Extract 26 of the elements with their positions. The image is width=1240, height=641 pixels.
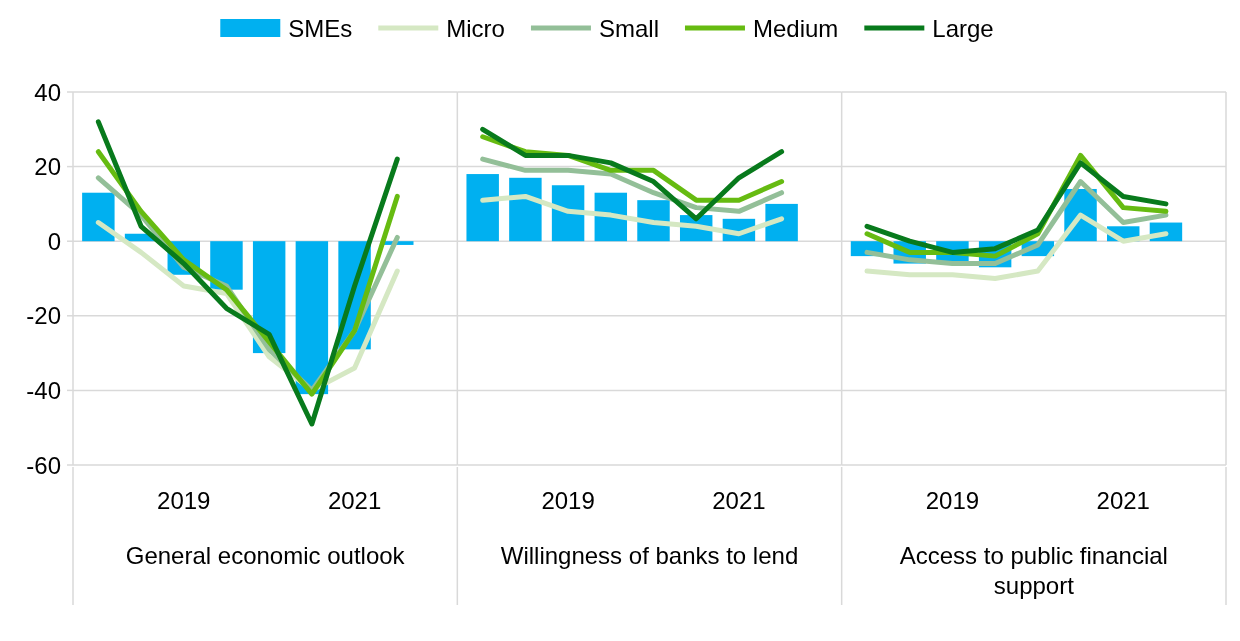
bar	[295, 241, 329, 395]
bar	[210, 241, 243, 290]
x-tick-label: 2021	[327, 486, 382, 514]
legend-label: SMEs	[288, 14, 353, 42]
legend-label: Small	[598, 14, 659, 42]
x-tick-label: 2021	[1096, 486, 1150, 514]
y-tick-label: 0	[47, 227, 61, 255]
text: Access to public financial support	[899, 541, 1168, 599]
y-tick-label: -60	[26, 451, 61, 479]
legend-label: Micro	[446, 14, 505, 42]
legend-label: Medium	[752, 14, 839, 42]
bar	[466, 174, 499, 242]
bar	[509, 177, 542, 242]
y-tick-label: -20	[26, 302, 61, 330]
y-tick-label: -40	[26, 376, 61, 404]
x-tick-label: 2021	[712, 486, 766, 514]
x-tick-label: 2019	[541, 486, 595, 514]
bar	[82, 192, 115, 242]
y-tick-label: 20	[34, 153, 61, 181]
text: Willingness of banks to lend	[500, 541, 799, 569]
x-tick-label: 2019	[925, 486, 980, 514]
text: General economic outlook	[125, 541, 406, 569]
x-tick-label: 2019	[157, 486, 211, 514]
legend-label: Large	[932, 14, 994, 42]
bar	[765, 203, 798, 242]
y-tick-label: 40	[34, 78, 61, 106]
